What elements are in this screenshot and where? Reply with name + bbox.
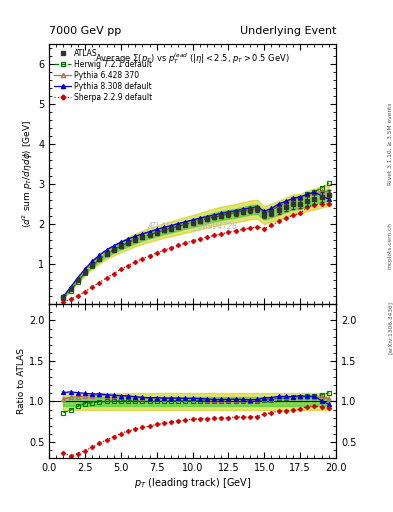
Text: 7000 GeV pp: 7000 GeV pp: [49, 26, 121, 36]
Text: [arXiv:1306.3436]: [arXiv:1306.3436]: [388, 301, 393, 354]
Legend: ATLAS, Herwig 7.2.1 default, Pythia 6.428 370, Pythia 8.308 default, Sherpa 2.2.: ATLAS, Herwig 7.2.1 default, Pythia 6.42…: [53, 47, 154, 103]
Text: Underlying Event: Underlying Event: [239, 26, 336, 36]
Y-axis label: $\langle d^2$ sum $p_T/d\eta d\phi\rangle$ [GeV]: $\langle d^2$ sum $p_T/d\eta d\phi\rangl…: [21, 120, 35, 228]
Text: mcplots.cern.ch: mcplots.cern.ch: [388, 222, 393, 269]
Text: ATLAS_2010_S8994728: ATLAS_2010_S8994728: [147, 222, 238, 230]
X-axis label: $p_T$ (leading track) [GeV]: $p_T$ (leading track) [GeV]: [134, 476, 251, 490]
Y-axis label: Ratio to ATLAS: Ratio to ATLAS: [17, 348, 26, 414]
Text: Rivet 3.1.10, ≥ 3.5M events: Rivet 3.1.10, ≥ 3.5M events: [388, 102, 393, 185]
Text: Average $\Sigma(p_T)$ vs $p_T^{lead}$ ($|\eta| < 2.5$, $p_T > 0.5$ GeV): Average $\Sigma(p_T)$ vs $p_T^{lead}$ ($…: [95, 51, 290, 66]
